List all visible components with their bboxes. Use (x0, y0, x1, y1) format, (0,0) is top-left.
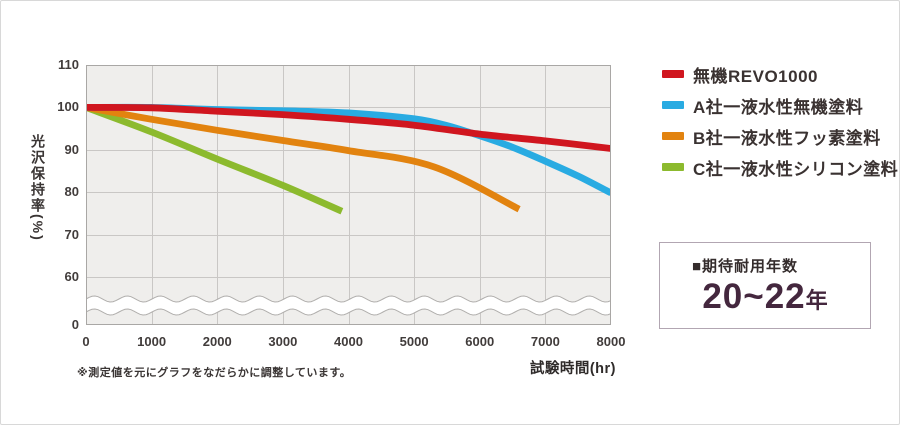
expected-life-box: ■期待耐用年数 20~22年 (659, 242, 871, 329)
x-tick-label: 7000 (530, 334, 560, 349)
x-tick-label: 1000 (137, 334, 167, 349)
legend-swatch-icon (662, 70, 684, 78)
x-tick-label: 4000 (334, 334, 363, 349)
legend-label: B社一液水性フッ素塗料 (693, 128, 881, 148)
legend-label: 無機REVO1000 (693, 66, 818, 86)
x-tick-label: 0 (82, 334, 90, 349)
expected-life-heading: ■期待耐用年数 (692, 258, 799, 276)
y-tick-label: 80 (64, 184, 79, 200)
expected-life-value: 20~22年 (660, 277, 870, 317)
chart-legend: 無機REVO1000 A社一液水性無機塗料 B社一液水性フッ素塗料 C社一液水性シリコ… (662, 64, 898, 188)
y-tick-label: 60 (64, 269, 79, 284)
expected-life-unit: 年 (805, 288, 828, 314)
x-tick-label: 2000 (202, 334, 232, 349)
legend-item: C社一液水性シリコン塗料 (662, 157, 899, 179)
y-tick-label: 0 (71, 317, 79, 332)
x-tick-label: 5000 (399, 334, 429, 349)
x-axis-title: 試験時間(hr) (529, 361, 616, 377)
legend-swatch-icon (662, 101, 684, 109)
x-tick-label: 3000 (268, 334, 298, 349)
chart-footnote: ※測定値を元にグラフをなだらかに調整しています。 (77, 367, 352, 379)
x-tick-label: 6000 (465, 334, 495, 349)
series-line (86, 104, 344, 215)
y-tick-label: 100 (57, 99, 79, 115)
line-chart (86, 65, 611, 325)
legend-item: 無機REVO1000 (662, 64, 898, 86)
y-axis-title: 光沢保持率(%) (30, 134, 46, 242)
y-tick-label: 70 (64, 226, 79, 242)
legend-item: B社一液水性フッ素塗料 (662, 126, 898, 148)
y-tick-label: 110 (58, 57, 79, 72)
legend-item: A社一液水性無機塗料 (662, 95, 898, 117)
series-line (86, 104, 521, 213)
x-tick-label: 8000 (596, 334, 626, 349)
legend-swatch-icon (662, 132, 684, 140)
series-line (86, 104, 611, 152)
legend-label: C社一液水性シリコン塗料 (693, 159, 899, 179)
legend-swatch-icon (662, 163, 684, 171)
y-tick-label: 90 (64, 141, 79, 157)
expected-life-number: 20~22 (702, 277, 806, 317)
legend-label: A社一液水性無機塗料 (693, 97, 864, 117)
